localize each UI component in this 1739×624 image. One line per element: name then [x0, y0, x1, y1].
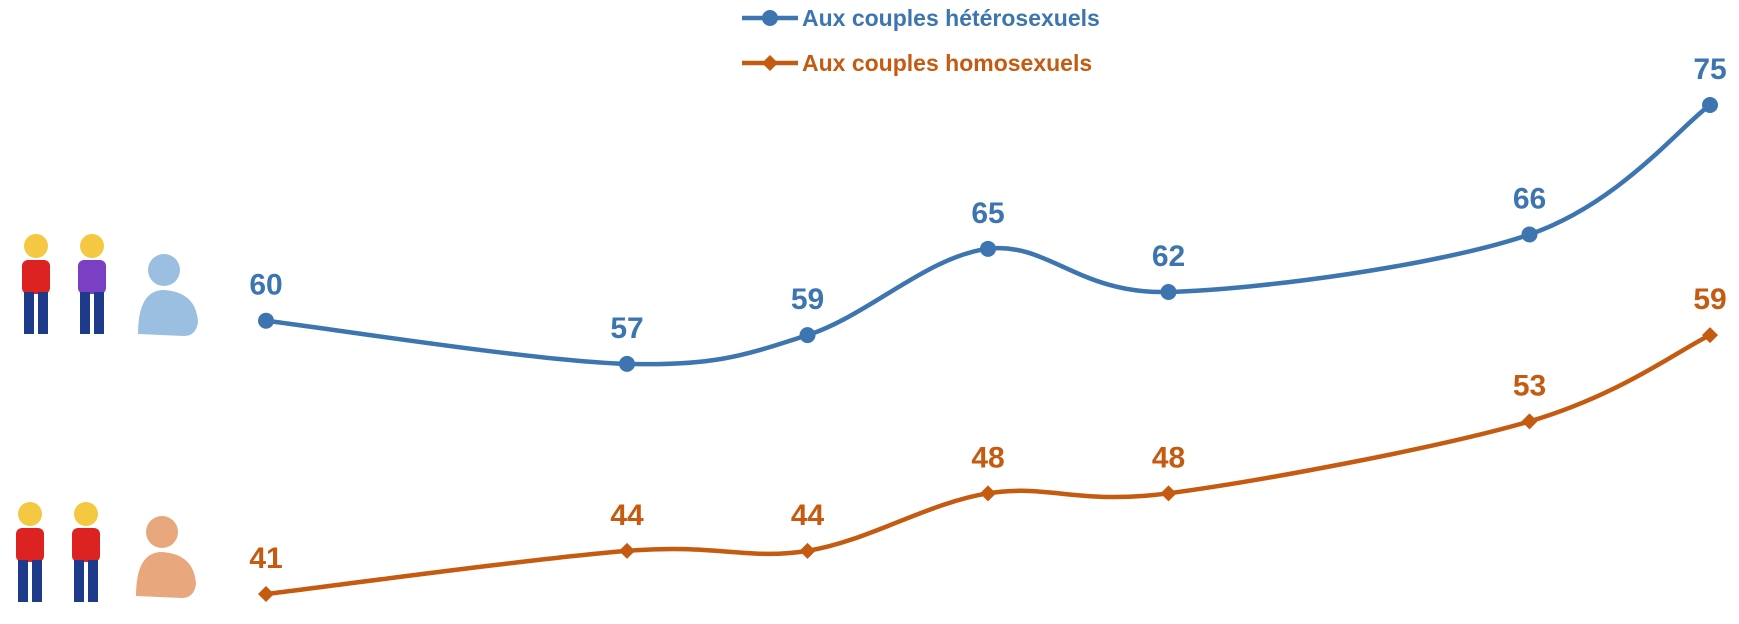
- legend-label: Aux couples homosexuels: [802, 50, 1092, 76]
- circle-marker: [1702, 97, 1718, 113]
- icons: [16, 234, 198, 602]
- legend-label: Aux couples hétérosexuels: [802, 5, 1100, 31]
- series-line: [266, 105, 1710, 364]
- circle-marker: [980, 241, 996, 257]
- circle-marker: [619, 356, 635, 372]
- diamond-marker: [980, 485, 996, 501]
- diamond-marker: [619, 543, 635, 559]
- diamond-marker: [1702, 327, 1718, 343]
- diamond-marker: [800, 543, 816, 559]
- data-label: 44: [610, 499, 644, 532]
- circle-marker: [258, 313, 274, 329]
- diamond-marker: [258, 586, 274, 602]
- data-label: 75: [1693, 53, 1726, 86]
- data-label: 44: [791, 499, 825, 532]
- circle-marker: [1161, 284, 1177, 300]
- data-label: 53: [1513, 369, 1546, 402]
- data-label: 59: [791, 283, 824, 316]
- data-label: 41: [249, 542, 282, 575]
- data-label: 65: [971, 197, 1004, 230]
- icon-pregnant: [138, 254, 198, 336]
- diamond-marker: [1161, 485, 1177, 501]
- data-label: 59: [1693, 283, 1726, 316]
- page: 60 57 59 65 62 66 75 Aux couples hétérosexuels 4…: [0, 0, 1739, 624]
- icon-pregnant: [136, 516, 196, 598]
- data-label: 48: [971, 441, 1004, 474]
- circle-marker: [762, 10, 778, 26]
- chart: 60 57 59 65 62 66 75 Aux couples hétérosexuels 4…: [0, 0, 1739, 624]
- data-label: 62: [1152, 240, 1185, 273]
- diamond-marker: [1522, 413, 1538, 429]
- data-label: 48: [1152, 441, 1185, 474]
- diamond-marker: [762, 55, 778, 71]
- data-label: 57: [610, 312, 643, 345]
- icon-couple: [22, 234, 106, 334]
- icon-couple: [16, 502, 100, 602]
- data-label: 66: [1513, 182, 1546, 215]
- data-label: 60: [249, 269, 282, 302]
- circle-marker: [1522, 226, 1538, 242]
- circle-marker: [800, 327, 816, 343]
